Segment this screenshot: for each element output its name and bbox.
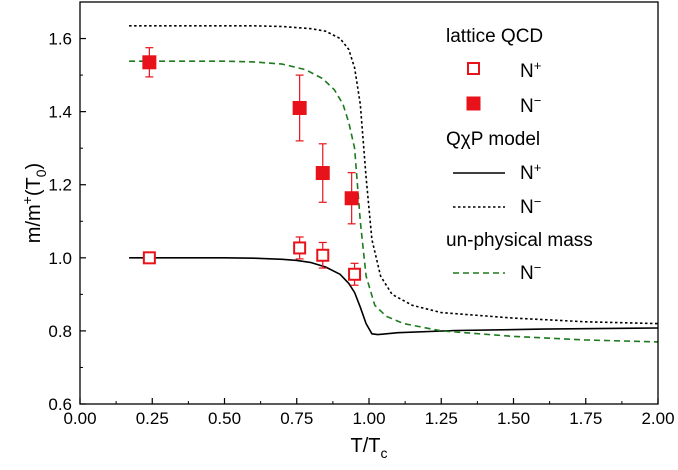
legend-label-model-nplus-main: N (520, 163, 534, 184)
y-axis-title: m/m+(T0) (19, 163, 49, 243)
legend-label-lattice-nminus: N− (520, 93, 541, 117)
x-tick-label: 1.00 (352, 409, 385, 428)
y-tick-label: 1.6 (48, 30, 72, 49)
x-tick-label: 2.00 (641, 409, 674, 428)
legend-label-model-nminus: N− (520, 194, 541, 218)
legend-label-lattice-nminus-main: N (520, 96, 534, 117)
x-tick-label: 0.75 (280, 409, 313, 428)
legend-label-model-nplus-sup: + (534, 160, 542, 175)
legend-label-unphysical-nminus: N− (520, 260, 541, 284)
y-tick-label: 0.6 (48, 395, 72, 414)
legend-label-model-nminus-main: N (520, 197, 534, 218)
legend-marker-open-square (467, 62, 480, 75)
lines-layer (129, 25, 659, 343)
legend-header-unphysical: un-physical mass (446, 230, 593, 251)
legend-label-lattice-nplus: N+ (520, 58, 541, 82)
legend-label-model-nplus: N+ (520, 160, 541, 184)
data-point-open-square (142, 251, 156, 265)
data-point-open-square (293, 241, 307, 255)
points-layer (142, 47, 362, 286)
series-line-solid (129, 257, 659, 336)
x-axis-title-main: T/T (351, 435, 381, 457)
x-tick-label: 1.75 (569, 409, 602, 428)
y-tick-label: 1.4 (48, 103, 72, 122)
legend-label-model-nminus-sup: − (534, 194, 542, 209)
legend-label-unphysical-nminus-main: N (520, 263, 534, 284)
y-axis-title-sub: 0 (33, 169, 49, 177)
data-point-filled-square (315, 166, 330, 181)
y-axis-title-mid: (T (23, 177, 45, 196)
y-axis-title-sup: + (19, 196, 35, 204)
series-line-dotted (129, 25, 659, 325)
data-point-open-square (316, 248, 330, 262)
data-point-filled-square (344, 191, 359, 206)
data-point-filled-square (292, 100, 307, 115)
legend: lattice QCD N+ N− QχP model N+ N− un-phy… (446, 26, 593, 284)
y-tick-label: 1.0 (48, 249, 72, 268)
x-tick-label: 1.25 (425, 409, 458, 428)
legend-label-lattice-nminus-sup: − (534, 93, 542, 108)
y-axis-title-end: ) (23, 163, 45, 170)
legend-label-unphysical-nminus-sup: − (534, 260, 542, 275)
legend-header-lattice: lattice QCD (446, 26, 543, 47)
legend-label-lattice-nplus-sup: + (534, 58, 542, 73)
legend-marker-filled-square (466, 96, 481, 111)
legend-header-model: QχP model (446, 129, 540, 150)
data-point-open-square (348, 267, 362, 281)
series-line-dashed (129, 60, 659, 343)
x-tick-label: 1.50 (497, 409, 530, 428)
y-tick-label: 1.2 (48, 176, 72, 195)
x-axis-title: T/Tc (351, 435, 388, 461)
y-axis-title-main: m/m (23, 204, 45, 243)
x-tick-label: 0.50 (208, 409, 241, 428)
x-tick-label: 0.25 (136, 409, 169, 428)
legend-label-lattice-nplus-main: N (520, 61, 534, 82)
x-axis-title-sub: c (381, 445, 388, 461)
data-point-filled-square (142, 55, 157, 70)
x-tick-label: 0.00 (63, 409, 96, 428)
y-tick-label: 0.8 (48, 322, 72, 341)
ticks-layer: 0.00 0.25 0.50 0.75 1.00 1.25 1.50 1.75 2.00 0.6 0… (48, 30, 674, 428)
